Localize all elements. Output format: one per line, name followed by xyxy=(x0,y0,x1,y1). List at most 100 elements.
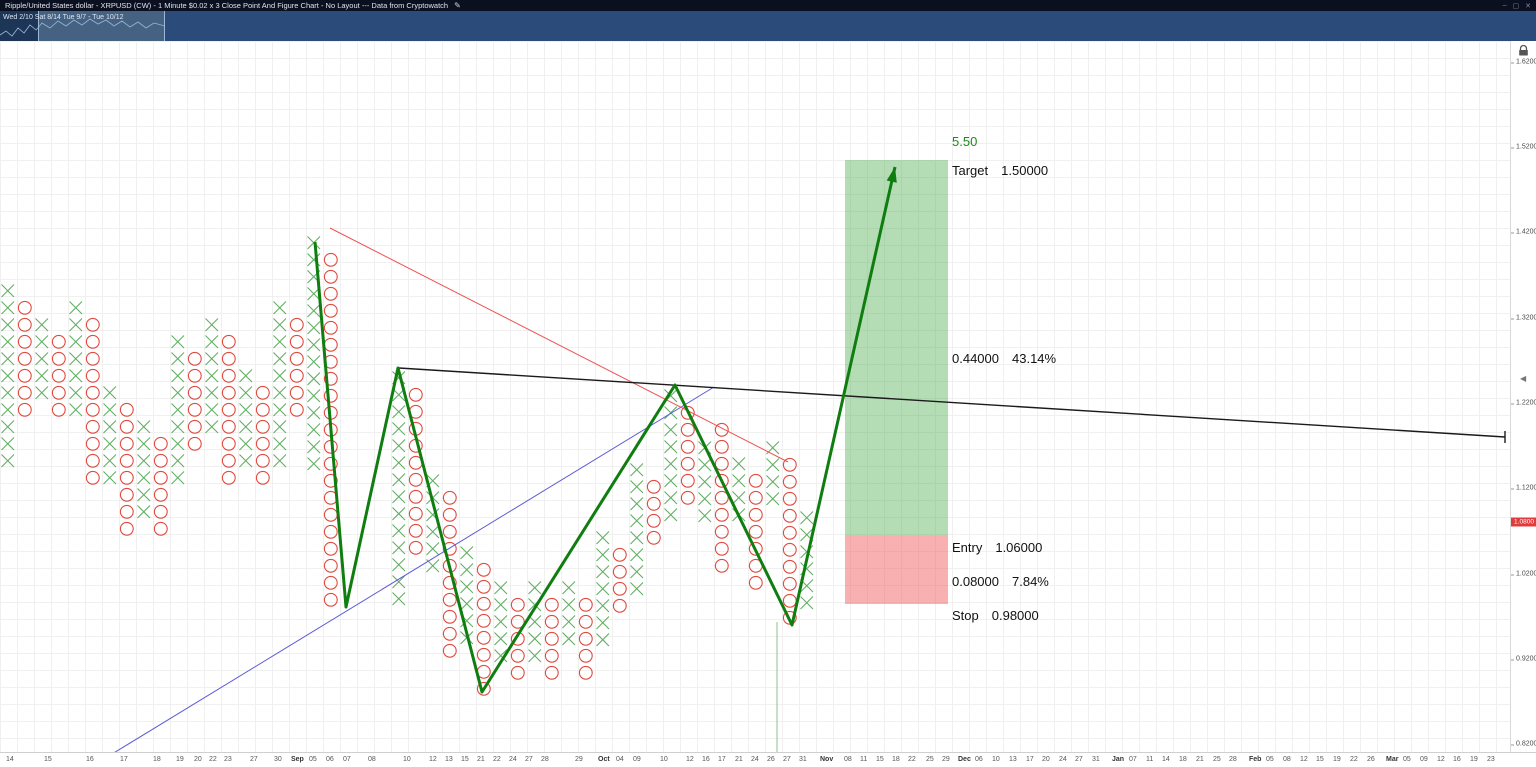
entry-value: 1.06000 xyxy=(995,540,1043,555)
navigator-sparkline xyxy=(0,18,166,37)
time-axis-label: 22 xyxy=(908,756,916,763)
pnf-o-column xyxy=(153,436,168,536)
time-axis-label: 25 xyxy=(1213,756,1221,763)
minimize-icon[interactable]: – xyxy=(1502,2,1507,9)
time-axis-label: 22 xyxy=(209,756,217,763)
gain-percent: 43.14% xyxy=(1012,351,1057,366)
time-axis-label: 10 xyxy=(660,756,668,763)
time-axis-label: 28 xyxy=(1229,756,1237,763)
price-axis-label: 1.3200 xyxy=(1511,315,1536,322)
time-axis-label: 13 xyxy=(1009,756,1017,763)
time-axis-label: 29 xyxy=(575,756,583,763)
scale-collapse-icon[interactable]: ◀ xyxy=(1520,374,1527,383)
entry-row[interactable]: Entry 1.06000 xyxy=(952,540,1042,555)
pnf-o-column xyxy=(714,422,729,573)
time-axis-label: 15 xyxy=(876,756,884,763)
time-axis-label: 20 xyxy=(194,756,202,763)
pnf-o-column xyxy=(119,402,134,536)
time-axis-label: Oct xyxy=(598,756,610,763)
time-axis-label: 31 xyxy=(799,756,807,763)
time-axis-label: 26 xyxy=(767,756,775,763)
pnf-x-column xyxy=(239,369,253,468)
time-axis-label: 10 xyxy=(992,756,1000,763)
downtrend-line[interactable] xyxy=(329,227,789,463)
pnf-x-column xyxy=(732,457,746,522)
time-axis-label: 16 xyxy=(86,756,94,763)
edit-pencil-icon[interactable]: ✎ xyxy=(454,1,461,10)
time-axis-label: 23 xyxy=(224,756,232,763)
time-axis-label: 21 xyxy=(735,756,743,763)
target-label: Target xyxy=(952,163,989,178)
time-axis[interactable]: 14 15 16 17 18 19 20 22 23 27 30 Sep 05 06 07 08 10 12 13 1… xyxy=(0,752,1510,767)
pnf-o-column xyxy=(544,597,559,680)
time-axis-label: 30 xyxy=(274,756,282,763)
time-axis-label: 13 xyxy=(445,756,453,763)
time-axis-label: 22 xyxy=(493,756,501,763)
entry-label: Entry xyxy=(952,540,983,555)
pnf-x-column xyxy=(528,581,542,663)
time-axis-label: Feb xyxy=(1249,756,1262,763)
navigator-selection[interactable] xyxy=(38,11,165,41)
pnf-x-column xyxy=(273,301,287,468)
time-axis-label: 12 xyxy=(1437,756,1445,763)
chart-canvas[interactable]: 5.50 Target 1.50000 0.44000 43.14% Entry… xyxy=(0,41,1510,752)
pnf-o-column xyxy=(289,317,304,417)
time-axis-label: 05 xyxy=(309,756,317,763)
target-row[interactable]: Target 1.50000 xyxy=(952,163,1048,178)
pnf-o-column xyxy=(646,479,661,545)
maximize-icon[interactable]: ▢ xyxy=(1512,2,1520,10)
zigzag-trend-arrow[interactable] xyxy=(313,166,897,694)
time-axis-label: 15 xyxy=(1316,756,1324,763)
horizontal-trendline[interactable] xyxy=(398,367,1506,438)
pnf-x-column xyxy=(664,389,678,522)
pnf-o-column xyxy=(442,490,457,658)
risk-reward-ratio: 5.50 xyxy=(952,134,978,149)
time-axis-label: 06 xyxy=(975,756,983,763)
pnf-o-column xyxy=(85,317,100,485)
time-axis-label: 14 xyxy=(6,756,14,763)
price-axis-label: 0.8200 xyxy=(1511,741,1536,748)
risk-percent: 7.84% xyxy=(1012,574,1049,589)
close-icon[interactable]: ✕ xyxy=(1525,2,1531,10)
pnf-x-column xyxy=(205,318,219,434)
time-axis-label: 23 xyxy=(1487,756,1495,763)
long-position-profit-zone[interactable] xyxy=(845,160,948,535)
target-value: 1.50000 xyxy=(1001,163,1049,178)
window-titlebar: Ripple/United States dollar - XRPUSD (CW… xyxy=(0,0,1536,11)
time-axis-label: 27 xyxy=(250,756,258,763)
pnf-x-column xyxy=(69,301,83,417)
axis-corner xyxy=(1510,752,1536,767)
pnf-o-column xyxy=(255,385,270,485)
time-axis-label: 25 xyxy=(926,756,934,763)
time-axis-label: 11 xyxy=(1146,756,1154,763)
time-axis-label: 15 xyxy=(461,756,469,763)
time-axis-label: 07 xyxy=(1129,756,1137,763)
pnf-x-column xyxy=(1,284,15,468)
uptrend-line[interactable] xyxy=(112,386,715,752)
time-axis-label: 18 xyxy=(153,756,161,763)
time-axis-label: 19 xyxy=(1470,756,1478,763)
time-axis-label: 05 xyxy=(1403,756,1411,763)
time-axis-label: 04 xyxy=(616,756,624,763)
price-axis[interactable]: 1.0800 ◀ 1.6200 1.5200 1.4200 1.3200 1.2200 1… xyxy=(1510,41,1536,752)
time-axis-label: 28 xyxy=(541,756,549,763)
time-axis-label: Mar xyxy=(1386,756,1399,763)
time-axis-label: 11 xyxy=(860,756,868,763)
pnf-o-column xyxy=(187,351,202,451)
stop-row[interactable]: Stop 0.98000 xyxy=(952,608,1039,623)
time-axis-label: 18 xyxy=(892,756,900,763)
time-axis-label: 08 xyxy=(1283,756,1291,763)
chart-navigator[interactable]: Wed 2/10 Sat 8/14 Tue 9/7 - Tue 10/12 xyxy=(0,11,166,41)
risk-row: 0.08000 7.84% xyxy=(952,574,1049,589)
pnf-o-column xyxy=(578,597,593,680)
pnf-o-column xyxy=(782,457,797,625)
time-axis-label: 05 xyxy=(1266,756,1274,763)
pnf-o-column xyxy=(17,300,32,417)
gain-row: 0.44000 43.14% xyxy=(952,351,1056,366)
time-axis-label: 17 xyxy=(718,756,726,763)
time-axis-label: Dec xyxy=(958,756,971,763)
long-position-loss-zone[interactable] xyxy=(845,535,948,604)
gain-value: 0.44000 xyxy=(952,351,999,366)
price-axis-label: 1.6200 xyxy=(1511,59,1536,66)
lock-icon[interactable] xyxy=(1517,44,1530,62)
